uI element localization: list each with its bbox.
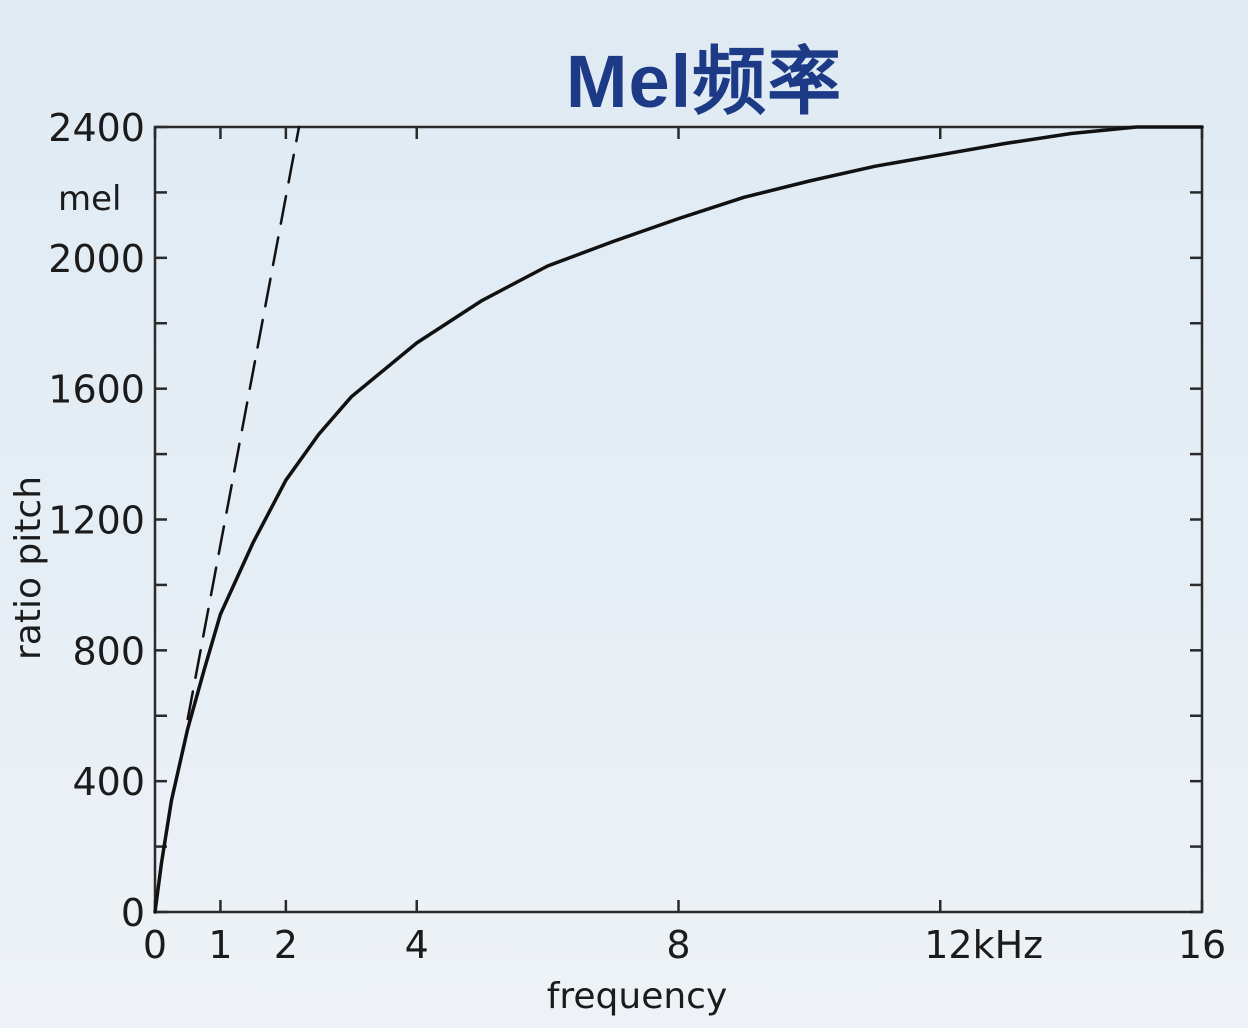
y-unit-label: mel xyxy=(58,179,121,219)
plot-frame xyxy=(153,125,1204,914)
y-tick-label: 800 xyxy=(72,629,145,673)
y-tick-label: 2000 xyxy=(48,237,145,281)
mel-curve-line xyxy=(153,125,1204,914)
dashed-series-line xyxy=(186,125,301,721)
x-tick-label: 16 xyxy=(1178,923,1226,967)
x-tick-label: 0 xyxy=(143,923,167,967)
y-tick-label: 400 xyxy=(72,760,145,804)
x-axis-title: frequency xyxy=(547,976,728,1017)
x-tick-label: 8 xyxy=(666,923,690,967)
x-tick-label: 1 xyxy=(208,923,232,967)
y-tick-label: 0 xyxy=(121,891,145,935)
axes-frame xyxy=(153,125,1204,914)
x-tick-label: 4 xyxy=(405,923,429,967)
slide-title: Mel频率 xyxy=(565,40,843,123)
x-tick-label: 2 xyxy=(274,923,298,967)
x-tick-label: 12kHz xyxy=(924,923,1043,967)
y-tick-label: 1600 xyxy=(48,368,145,412)
y-tick-label: 1200 xyxy=(48,499,145,543)
y-tick-label: 2400 xyxy=(48,106,145,150)
plot-series xyxy=(153,125,1204,914)
y-axis-title: ratio pitch xyxy=(8,476,49,660)
